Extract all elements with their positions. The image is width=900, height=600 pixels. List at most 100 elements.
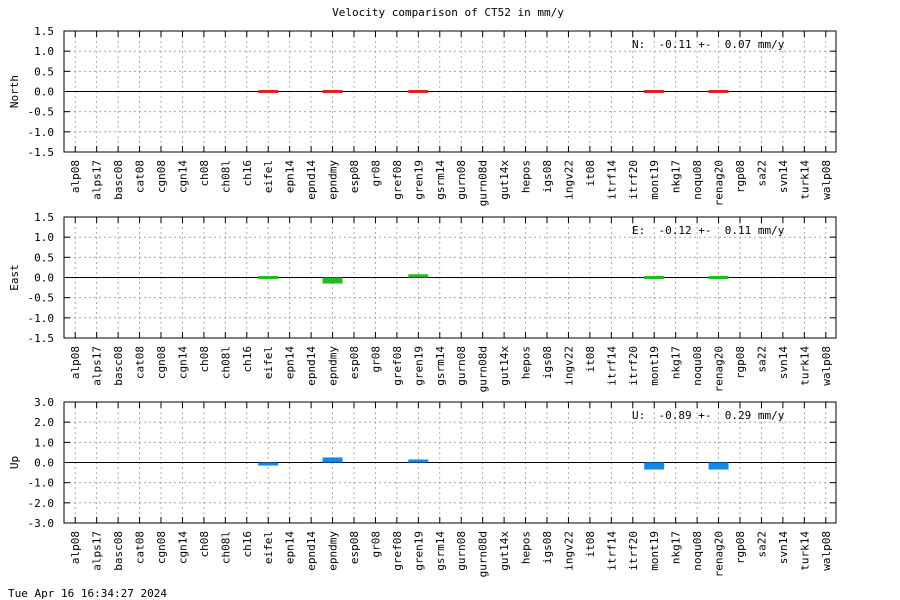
east-y-tick-label: -0.5 — [28, 292, 55, 305]
east-bar-renag20 — [708, 276, 729, 279]
east-category-label: svn14 — [777, 346, 790, 379]
east-y-tick-label: 0.5 — [34, 251, 54, 264]
east-category-label: hepos — [520, 346, 533, 379]
north-category-label: walp08 — [820, 160, 833, 200]
up-category-label: gsrm14 — [434, 531, 447, 571]
up-category-label: gurn08 — [455, 531, 468, 571]
north-category-label: itrf14 — [605, 160, 618, 200]
north-category-label: igs08 — [541, 160, 554, 193]
north-category-label: itrf20 — [627, 160, 640, 200]
east-category-label: cgn14 — [176, 346, 189, 379]
north-category-label: eifel — [262, 160, 275, 193]
north-category-label: ch08l — [219, 160, 232, 193]
north-category-label: gren19 — [412, 160, 425, 200]
north-y-tick-label: -1.0 — [28, 126, 55, 139]
up-category-label: cgn08 — [155, 531, 168, 564]
north-category-label: epn14 — [284, 160, 297, 193]
up-bar-mont19 — [644, 462, 665, 470]
up-category-label: eifel — [262, 531, 275, 564]
north-category-label: gut14x — [498, 160, 511, 200]
north-category-label: it08 — [584, 160, 597, 187]
east-category-label: ch16 — [241, 346, 254, 373]
north-category-label: sa22 — [755, 160, 768, 187]
east-category-label: alps17 — [91, 346, 104, 386]
north-y-tick-label: 0.5 — [34, 65, 54, 78]
up-y-tick-label: 2.0 — [34, 416, 54, 429]
north-y-tick-label: -0.5 — [28, 106, 55, 119]
east-category-label: epndmy — [327, 346, 340, 386]
up-category-label: it08 — [584, 531, 597, 558]
east-category-label: eifel — [262, 346, 275, 379]
north-category-label: mont19 — [648, 160, 661, 200]
north-y-axis-label: North — [8, 75, 21, 108]
up-category-label: svn14 — [777, 531, 790, 564]
north-category-label: alp08 — [69, 160, 82, 193]
up-y-tick-label: -1.0 — [28, 477, 55, 490]
up-category-label: cgn14 — [176, 531, 189, 564]
east-category-label: alp08 — [69, 346, 82, 379]
east-bar-mont19 — [644, 276, 665, 279]
east-category-label: gr08 — [369, 346, 382, 373]
up-category-label: epnd14 — [305, 531, 318, 571]
up-category-label: igs08 — [541, 531, 554, 564]
north-category-label: noqu08 — [691, 160, 704, 200]
up-category-label: mont19 — [648, 531, 661, 571]
east-category-label: epn14 — [284, 346, 297, 379]
north-y-tick-label: 1.5 — [34, 25, 54, 38]
east-category-label: gren19 — [412, 346, 425, 386]
up-category-label: hepos — [520, 531, 533, 564]
up-y-tick-label: 0.0 — [34, 457, 54, 470]
north-category-label: hepos — [520, 160, 533, 193]
north-category-label: epndmy — [327, 160, 340, 200]
up-category-label: ch16 — [241, 531, 254, 558]
north-bar-epndmy — [322, 90, 343, 93]
east-panel: 1.5 1.0 0.5 0.0 -0.5 -1.0 -1.5 alp08 alps17 basc0… — [8, 211, 837, 392]
north-category-label: esp08 — [348, 160, 361, 193]
up-category-label: walp08 — [820, 531, 833, 571]
up-category-label: epndmy — [327, 531, 340, 571]
east-category-label: nkg17 — [670, 346, 683, 379]
north-bar-renag20 — [708, 90, 729, 93]
up-panel: 3.0 2.0 1.0 0.0 -1.0 -2.0 -3.0 alp08 alps17 basc0… — [8, 396, 837, 577]
north-category-label: turk14 — [798, 160, 811, 200]
east-category-label: basc08 — [112, 346, 125, 386]
east-category-label: itrf14 — [605, 346, 618, 386]
up-plot-frame — [63, 401, 837, 524]
up-category-label: alps17 — [91, 531, 104, 571]
north-category-label: gurn08d — [477, 160, 490, 206]
up-annotation: U: -0.89 +- 0.29 mm/y — [632, 409, 785, 422]
east-category-label: it08 — [584, 346, 597, 373]
east-category-label: turk14 — [798, 346, 811, 386]
north-category-label: alps17 — [91, 160, 104, 200]
east-y-tick-label: 1.5 — [34, 211, 54, 224]
east-category-label: ingv22 — [562, 346, 575, 386]
up-category-label: ch08 — [198, 531, 211, 558]
east-y-tick-label: -1.0 — [28, 312, 55, 325]
east-category-label: gurn08d — [477, 346, 490, 392]
up-category-label: sa22 — [755, 531, 768, 558]
north-category-label: svn14 — [777, 160, 790, 193]
east-category-label: gut14x — [498, 346, 511, 386]
north-category-label: ingv22 — [562, 160, 575, 200]
up-bar-epndmy — [322, 457, 343, 463]
east-category-label: gurn08 — [455, 346, 468, 386]
up-category-label: renag20 — [713, 531, 726, 577]
east-category-label: gref08 — [391, 346, 404, 386]
east-category-label: ch08l — [219, 346, 232, 379]
up-category-label: alp08 — [69, 531, 82, 564]
north-category-label: gurn08 — [455, 160, 468, 200]
north-y-tick-label: 1.0 — [34, 45, 54, 58]
north-plot-frame — [63, 30, 837, 153]
east-y-tick-label: 1.0 — [34, 231, 54, 244]
up-category-label: esp08 — [348, 531, 361, 564]
north-y-tick-label: -1.5 — [28, 146, 55, 159]
up-category-label: itrf20 — [627, 531, 640, 571]
up-y-tick-label: -3.0 — [28, 517, 55, 530]
east-bar-epndmy — [322, 277, 343, 284]
up-bar-eifel — [258, 462, 279, 466]
north-panel: 1.5 1.0 0.5 0.0 -0.5 -1.0 -1.5 alp08 alps17 basc0… — [8, 25, 837, 206]
east-category-label: sa22 — [755, 346, 768, 373]
north-bar-mont19 — [644, 90, 665, 93]
north-category-label: ch08 — [198, 160, 211, 187]
east-plot-frame — [63, 216, 837, 339]
